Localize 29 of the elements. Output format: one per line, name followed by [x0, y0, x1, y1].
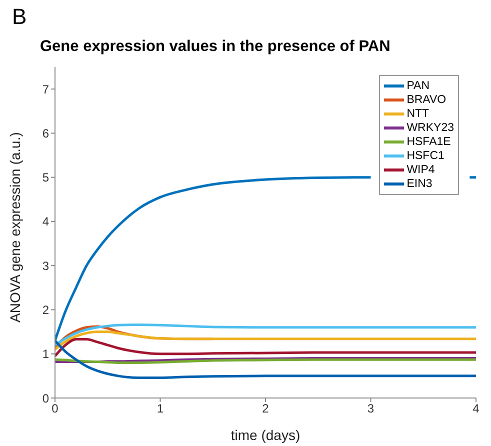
y-tick-label: 4 [42, 214, 50, 229]
x-axis-title: time (days) [230, 427, 300, 443]
x-tick-label: 1 [156, 402, 164, 416]
legend-label: BRAVO [406, 93, 446, 107]
x-tick-label: 0 [52, 402, 59, 416]
line-series [55, 338, 476, 358]
x-tick-label: 4 [472, 402, 480, 416]
y-axis-title: ANOVA gene expression (a.u.) [6, 132, 23, 322]
x-tick-label: 2 [262, 402, 270, 416]
legend-label: NTT [406, 107, 430, 121]
y-tick-label: 1 [42, 347, 50, 362]
legend-label: WIP4 [406, 163, 435, 177]
y-tick-label: 0 [42, 391, 50, 406]
y-tick-label: 6 [42, 126, 50, 140]
x-tick-label: 3 [367, 402, 374, 416]
legend-label: HSFC1 [406, 149, 444, 163]
y-tick-label: 2 [42, 302, 50, 317]
legend-label: EIN3 [406, 177, 432, 191]
line-series [55, 330, 476, 351]
legend-label: PAN [406, 79, 430, 93]
y-tick-label: 3 [42, 258, 50, 273]
legend-label: WRKY23 [406, 121, 454, 135]
chart-title: Gene expression values in the presence of PAN [40, 38, 392, 56]
y-tick-label: 7 [42, 82, 50, 96]
line-series [55, 323, 476, 346]
y-tick-label: 5 [42, 170, 50, 185]
legend-label: HSFA1E [406, 135, 451, 149]
line-series [55, 339, 476, 379]
text: B [12, 4, 27, 30]
